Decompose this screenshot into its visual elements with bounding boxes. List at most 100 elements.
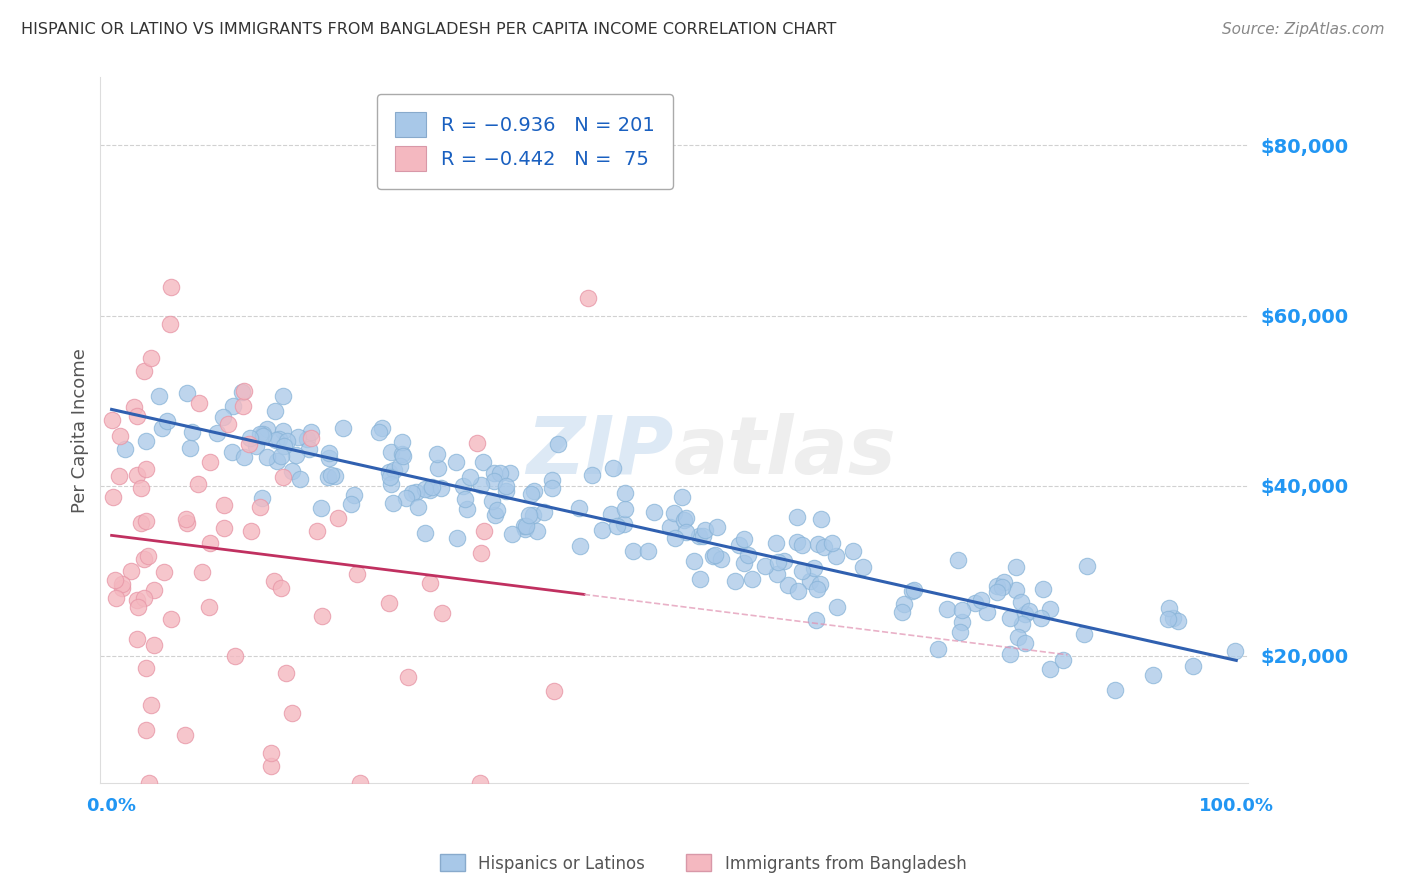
Point	[806, 582, 828, 596]
Text: Source: ZipAtlas.com: Source: ZipAtlas.com	[1222, 22, 1385, 37]
Point	[252, 491, 274, 505]
Point	[533, 505, 555, 519]
Point	[600, 508, 623, 522]
Point	[790, 564, 813, 578]
Point	[946, 553, 969, 567]
Point	[824, 549, 846, 563]
Point	[371, 421, 394, 435]
Point	[456, 502, 478, 516]
Point	[1018, 604, 1040, 618]
Point	[613, 501, 636, 516]
Point	[1010, 595, 1032, 609]
Point	[138, 776, 160, 790]
Point	[135, 514, 157, 528]
Point	[1029, 611, 1052, 625]
Y-axis label: Per Capita Income: Per Capita Income	[72, 348, 89, 513]
Point	[1032, 582, 1054, 596]
Point	[134, 591, 156, 605]
Point	[935, 602, 957, 616]
Point	[430, 606, 453, 620]
Point	[581, 467, 603, 482]
Point	[245, 439, 267, 453]
Point	[470, 478, 492, 492]
Point	[986, 579, 1008, 593]
Point	[470, 546, 492, 560]
Point	[135, 723, 157, 737]
Point	[1039, 601, 1062, 615]
Point	[591, 524, 613, 538]
Point	[346, 567, 368, 582]
Point	[401, 486, 423, 500]
Point	[187, 476, 209, 491]
Point	[100, 413, 122, 427]
Point	[212, 521, 235, 535]
Point	[129, 516, 152, 531]
Point	[152, 565, 174, 579]
Point	[214, 499, 236, 513]
Point	[991, 580, 1014, 594]
Point	[499, 467, 522, 481]
Point	[484, 508, 506, 523]
Point	[111, 577, 134, 591]
Point	[368, 425, 391, 439]
Point	[101, 490, 124, 504]
Point	[489, 466, 512, 480]
Point	[621, 543, 644, 558]
Point	[191, 565, 214, 579]
Point	[807, 536, 830, 550]
Point	[643, 505, 665, 519]
Point	[515, 522, 537, 536]
Point	[139, 698, 162, 712]
Point	[427, 461, 450, 475]
Point	[396, 670, 419, 684]
Point	[517, 508, 540, 523]
Point	[1167, 614, 1189, 628]
Point	[420, 480, 443, 494]
Point	[1014, 607, 1036, 621]
Point	[637, 544, 659, 558]
Point	[1014, 635, 1036, 649]
Point	[446, 531, 468, 545]
Point	[501, 527, 523, 541]
Point	[950, 615, 973, 630]
Point	[613, 486, 636, 500]
Point	[765, 535, 787, 549]
Point	[380, 477, 402, 491]
Point	[704, 548, 727, 562]
Point	[197, 600, 219, 615]
Point	[267, 432, 290, 446]
Point	[378, 596, 401, 610]
Point	[1011, 617, 1033, 632]
Point	[688, 528, 710, 542]
Point	[332, 421, 354, 435]
Point	[689, 572, 711, 586]
Point	[323, 469, 346, 483]
Point	[103, 573, 125, 587]
Point	[602, 461, 624, 475]
Point	[413, 483, 436, 497]
Point	[395, 491, 418, 506]
Point	[1142, 668, 1164, 682]
Point	[284, 448, 307, 462]
Point	[465, 435, 488, 450]
Point	[263, 404, 285, 418]
Point	[468, 776, 491, 790]
Point	[136, 549, 159, 563]
Point	[143, 638, 166, 652]
Point	[786, 583, 808, 598]
Point	[540, 482, 562, 496]
Point	[1157, 612, 1180, 626]
Point	[766, 555, 789, 569]
Point	[198, 536, 221, 550]
Point	[122, 400, 145, 414]
Point	[176, 516, 198, 530]
Point	[256, 450, 278, 465]
Point	[675, 524, 697, 539]
Point	[576, 291, 599, 305]
Point	[276, 666, 298, 681]
Point	[290, 472, 312, 486]
Point	[1182, 658, 1205, 673]
Point	[426, 447, 449, 461]
Point	[672, 512, 695, 526]
Point	[734, 532, 756, 546]
